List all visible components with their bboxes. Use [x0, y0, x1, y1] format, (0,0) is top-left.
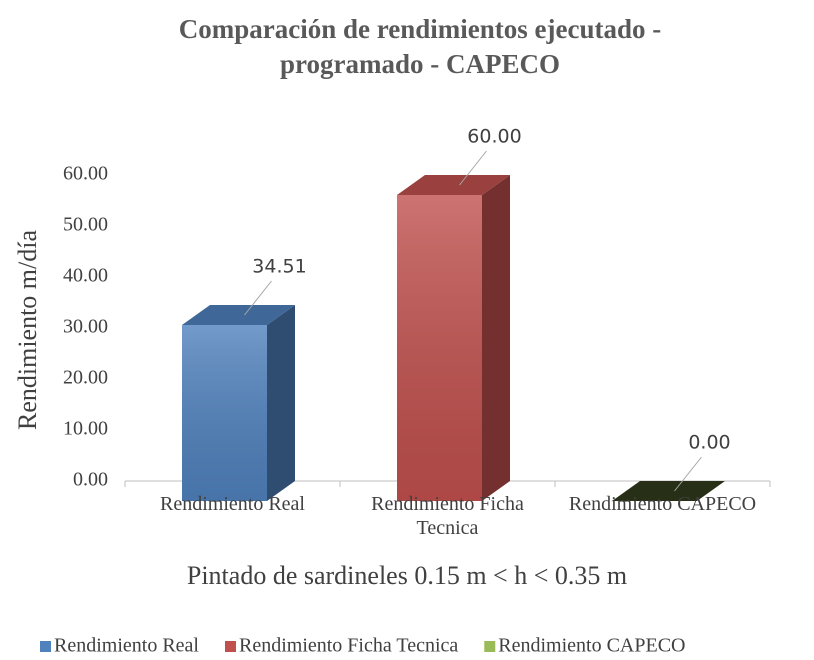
y-tick-label: 10.00 [63, 418, 108, 440]
x-tick-label: Rendimiento Real [160, 493, 305, 515]
bar [612, 481, 725, 501]
legend-label: Rendimiento Ficha Tecnica [239, 635, 458, 657]
y-tick-label: 40.00 [63, 265, 108, 287]
legend-swatch [40, 641, 51, 652]
chart-title: Comparación de rendimientos ejecutado - … [178, 14, 662, 79]
y-axis-title: Rendimiento m/día [13, 230, 42, 430]
y-tick-label: 50.00 [63, 214, 108, 236]
bar-top [397, 175, 510, 195]
y-tick-label: 0.00 [73, 469, 108, 491]
bar-side [482, 175, 510, 501]
value-label: 34.51 [252, 255, 306, 277]
legend-label: Rendimiento Real [54, 635, 199, 657]
leader-line [244, 280, 272, 316]
y-tick-label: 60.00 [63, 163, 108, 185]
legend-swatch [224, 641, 236, 652]
x-axis-title: Pintado de sardineles 0.15 m < h < 0.35 … [187, 561, 627, 590]
legend-label: Rendimiento CAPECO [498, 635, 685, 657]
bar-top [612, 481, 725, 501]
bar-shine [182, 324, 267, 501]
x-tick-label: Rendimiento Ficha Tecnica [371, 493, 524, 539]
value-label: 0.00 [688, 432, 730, 454]
bar [397, 175, 510, 501]
y-tick-label: 20.00 [63, 367, 108, 389]
bar [182, 304, 295, 501]
bar-shine [397, 195, 482, 501]
leader-line [459, 150, 487, 186]
leader-line [674, 456, 702, 492]
y-tick-label: 30.00 [63, 316, 108, 338]
value-label: 60.00 [467, 126, 521, 148]
bar-top [182, 304, 295, 325]
x-tick-label: Rendimiento CAPECO [568, 493, 757, 515]
bar-side [267, 304, 295, 501]
legend-swatch [484, 641, 496, 652]
